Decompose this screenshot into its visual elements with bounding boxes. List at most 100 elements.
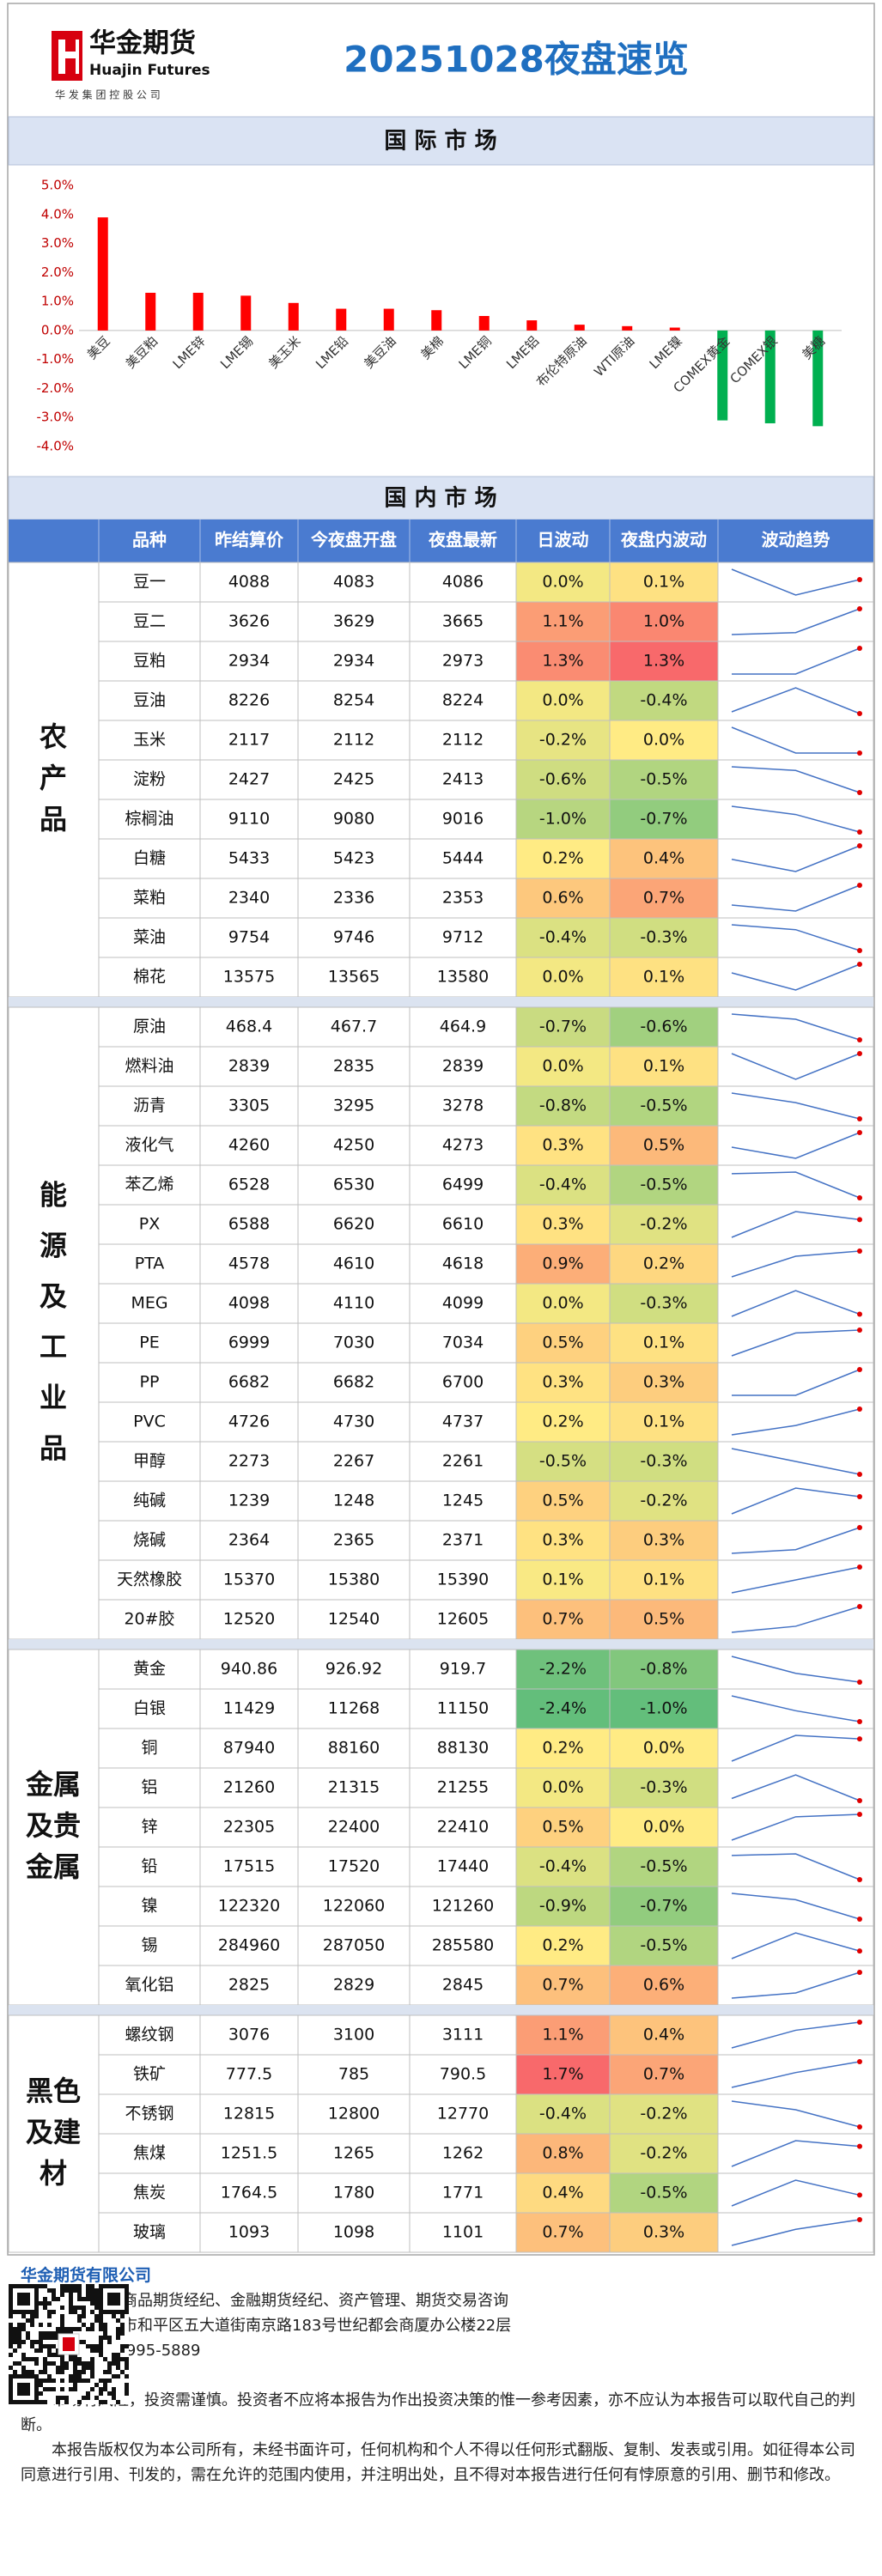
table-cell — [297, 878, 411, 919]
qr-module — [73, 2366, 77, 2370]
cell-text: 0.4% — [643, 849, 684, 868]
table-cell — [297, 759, 411, 800]
cell-text: 11150 — [437, 1699, 489, 1718]
cell-text: 1098 — [333, 2223, 374, 2242]
qr-module — [60, 2306, 64, 2310]
table-cell — [609, 1965, 719, 2006]
table-cell — [609, 1767, 719, 1808]
qr-module — [26, 2318, 30, 2323]
cell-text: 777.5 — [226, 2065, 272, 2084]
table-cell — [98, 1886, 201, 1927]
table-cell — [98, 562, 201, 603]
table-cell — [515, 2172, 611, 2214]
column-header: 波动趋势 — [762, 530, 830, 550]
table-cell — [409, 680, 517, 721]
cell-text: 0.4% — [542, 2184, 583, 2202]
cell-text: 沥青 — [133, 1097, 166, 1115]
sparkline-end — [857, 2217, 862, 2222]
qr-module — [60, 2318, 64, 2323]
table-cell — [409, 1006, 517, 1048]
qr-module — [77, 2374, 82, 2379]
table-cell — [609, 1807, 719, 1848]
qr-module — [107, 2391, 112, 2396]
cell-text: 1.1% — [542, 612, 583, 631]
qr-module — [52, 2331, 56, 2336]
qr-module — [64, 2400, 69, 2404]
cell-text: 0.1% — [643, 1413, 684, 1431]
qr-module — [90, 2374, 94, 2379]
table-cell — [409, 799, 517, 840]
cell-text: 6700 — [442, 1373, 484, 1392]
qr-module — [26, 2357, 30, 2361]
table-cell — [297, 1006, 411, 1048]
cell-text: 6620 — [333, 1215, 374, 1234]
cell-text: 12815 — [223, 2105, 275, 2123]
cell-text: 2336 — [333, 889, 374, 908]
table-cell — [515, 601, 611, 642]
table-cell — [98, 1767, 201, 1808]
disclaimer-text: 市场有风险，投资需谨慎。投资者不应将本报告为作出投资决策的惟一参考因素，亦不应认… — [21, 2391, 855, 2434]
qr-module — [56, 2327, 60, 2331]
qr-module — [43, 2387, 47, 2391]
qr-module — [47, 2344, 52, 2348]
table-cell — [609, 1204, 719, 1245]
cell-text: -0.6% — [640, 1018, 687, 1036]
qr-module — [94, 2348, 99, 2353]
cell-text: -0.5% — [640, 770, 687, 789]
bar — [526, 320, 538, 331]
cell-text: 919.7 — [440, 1660, 486, 1679]
qr-module — [73, 2288, 77, 2293]
group-label: 品 — [40, 803, 67, 835]
table-cell — [98, 799, 201, 840]
sparkline — [731, 1408, 861, 1436]
group-cell — [8, 1006, 100, 1640]
qr-module — [103, 2357, 107, 2361]
bar — [717, 330, 728, 421]
qr-module — [77, 2318, 82, 2323]
table-cell — [717, 1688, 874, 1729]
table-cell — [199, 1046, 299, 1087]
table-cell — [199, 1362, 299, 1403]
qr-module — [60, 2366, 64, 2370]
table-cell — [609, 917, 719, 958]
cell-text: 0.0% — [643, 1739, 684, 1758]
logo-cn: 华金期货 — [89, 28, 196, 59]
table-header — [9, 519, 873, 562]
qr-module — [112, 2357, 116, 2361]
qr-module — [43, 2297, 47, 2301]
bar — [622, 325, 633, 331]
table-cell — [515, 720, 611, 761]
table-cell — [409, 2172, 517, 2214]
cell-text: 棉花 — [133, 968, 166, 987]
qr-module — [120, 2370, 125, 2374]
cell-text: -0.5% — [640, 1936, 687, 1955]
cell-text: 2934 — [333, 652, 374, 671]
qr-module — [107, 2361, 112, 2366]
cell-text: 3076 — [228, 2026, 270, 2044]
sparkline-end — [857, 646, 862, 651]
sparkline — [731, 845, 861, 872]
cell-text: 4618 — [442, 1255, 484, 1273]
table-cell — [199, 1164, 299, 1206]
logo-en: Huajin Futures — [89, 62, 210, 79]
table-cell — [297, 917, 411, 958]
bar — [192, 292, 204, 331]
sparkline — [731, 1092, 861, 1120]
cell-text: 122320 — [218, 1897, 281, 1916]
cell-text: 螺纹钢 — [125, 2026, 173, 2044]
table-cell — [515, 1125, 611, 1166]
cell-text: 4083 — [333, 573, 374, 592]
table-cell — [199, 720, 299, 761]
qr-module — [47, 2374, 52, 2379]
qr-module — [43, 2366, 47, 2370]
cell-text: 0.0% — [542, 1294, 583, 1313]
qr-module — [56, 2297, 60, 2301]
sparkline — [731, 1893, 861, 1920]
table-cell — [199, 759, 299, 800]
qr-module — [9, 2314, 13, 2318]
table-cell — [199, 1559, 299, 1601]
table-cell — [199, 1243, 299, 1285]
cell-text: 4610 — [333, 1255, 374, 1273]
sparkline — [731, 1566, 861, 1594]
table-cell — [98, 1362, 201, 1403]
